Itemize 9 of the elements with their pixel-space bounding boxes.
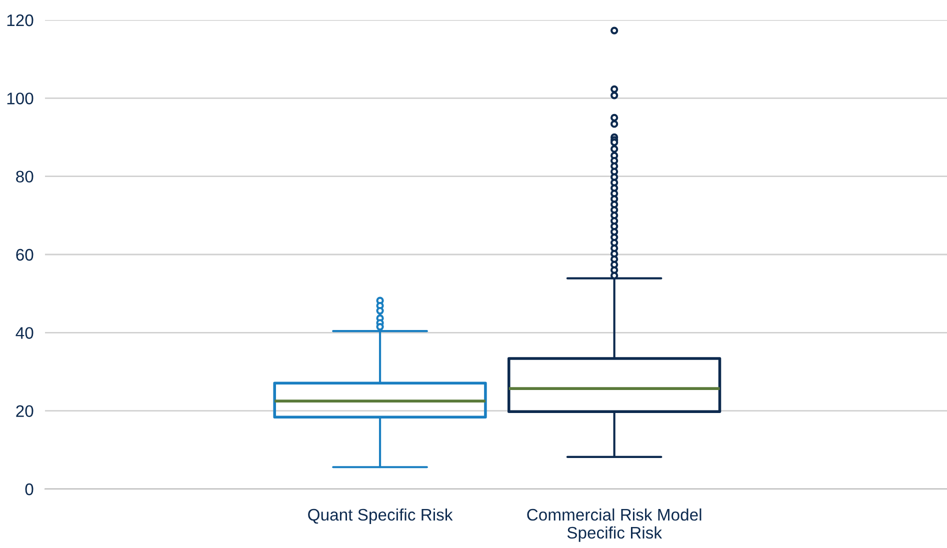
y-tick-label: 120 [7, 14, 34, 26]
y-tick-label: 0 [25, 483, 34, 496]
y-tick-label: 100 [7, 92, 34, 104]
y-tick-label: 20 [16, 405, 34, 418]
y-tick-label: 60 [16, 248, 34, 261]
y-tick-label: 80 [16, 170, 34, 183]
x-tick-label: Quant Specific Risk [308, 508, 453, 524]
x-tick-label: Commercial Risk Model Specific Risk [527, 508, 702, 542]
y-tick-label: 40 [16, 327, 34, 339]
